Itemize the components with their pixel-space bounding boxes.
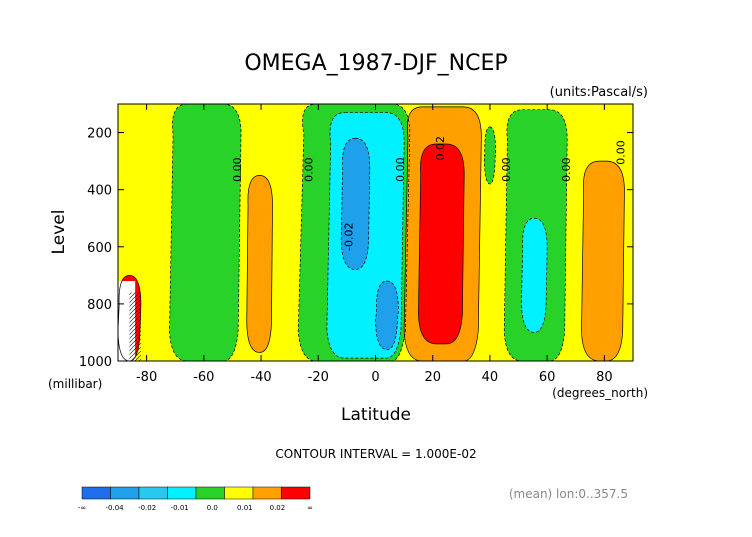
color-scale-bar: -∞ -0.04 -0.02 -0.01 0.0 0.01 0.02 ∞ [78, 486, 313, 512]
x-tick-label: 40 [482, 370, 499, 385]
y-axis: 200 400 600 800 1000 [79, 127, 633, 370]
color-scale-swatch [195, 486, 225, 500]
units-label: (units:Pascal/s) [550, 85, 648, 100]
region-8 [246, 175, 273, 353]
contour-label-3: 0.02 [434, 136, 447, 161]
region-7 [418, 143, 465, 344]
contour-label-1: 0.00 [303, 157, 316, 182]
region-11 [521, 218, 548, 333]
color-scale-label: 0.01 [237, 504, 253, 512]
y-tick-label: 1000 [79, 355, 112, 370]
y-tick-label: 200 [87, 127, 112, 142]
hatched-area [129, 292, 141, 361]
contour-interval-text: CONTOUR INTERVAL = 1.000E-02 [275, 447, 476, 461]
contour-label-6: 0.00 [560, 157, 573, 182]
region-9 [484, 126, 496, 184]
color-scale-swatch [224, 486, 254, 500]
y-tick-label: 600 [87, 241, 112, 256]
y-tick-label: 800 [87, 298, 112, 313]
x-tick-label: -60 [193, 370, 214, 385]
color-scale-swatch [138, 486, 168, 500]
contour-line-13 [118, 274, 142, 361]
y-axis-title: Level [49, 210, 69, 255]
contour-label-2: 0.00 [394, 157, 407, 182]
color-scale-label: -0.01 [171, 504, 189, 512]
x-tick-label: 80 [596, 370, 613, 385]
x-tick-label: -40 [250, 370, 271, 385]
region-5 [375, 281, 399, 350]
color-scale-label: -0.04 [106, 504, 125, 512]
x-units-label: (degrees_north) [552, 386, 648, 400]
x-axis: -80 -60 -40 -20 0 20 40 60 80 [136, 104, 613, 385]
color-scale-label: 0.02 [270, 504, 286, 512]
contour-line-6 [403, 106, 482, 361]
color-scale-label: 0.0 [207, 504, 218, 512]
contour-label-7: 0.00 [614, 140, 627, 165]
color-scale-swatch [110, 486, 140, 500]
contour-line-10 [503, 109, 568, 361]
contour-label-0: 0.00 [231, 157, 244, 182]
mean-note: (mean) lon:0..357.5 [509, 487, 628, 501]
contour-label-5: 0.00 [500, 157, 513, 182]
color-scale-swatch [252, 486, 282, 500]
x-tick-label: 60 [539, 370, 556, 385]
contour-fields [118, 104, 633, 361]
y-units-label: (millibar) [48, 377, 102, 391]
color-scale-label: -0.02 [138, 504, 156, 512]
x-tick-label: 20 [424, 370, 441, 385]
chart-title: OMEGA_1987-DJF_NCEP [244, 51, 507, 76]
contour-line-7 [418, 143, 465, 345]
region-12 [581, 161, 625, 361]
x-tick-label: 0 [371, 370, 379, 385]
contour-line-12 [581, 160, 625, 361]
x-tick-label: -20 [308, 370, 329, 385]
contour-label-4: -0.02 [343, 223, 356, 251]
color-scale-label: -∞ [78, 504, 86, 512]
color-scale-label: ∞ [307, 504, 313, 512]
contour-line-8 [246, 175, 273, 353]
contour-labels: 0.00 0.00 0.00 0.02 -0.02 0.00 0.00 0.00 [231, 136, 627, 251]
color-scale-swatch [81, 486, 111, 500]
x-axis-title: Latitude [341, 405, 411, 425]
y-tick-label: 400 [87, 184, 112, 199]
x-tick-label: -80 [136, 370, 157, 385]
contour-line-11 [521, 217, 548, 333]
contour-lines [118, 104, 625, 361]
contour-line-9 [483, 126, 497, 185]
region-1 [169, 104, 242, 361]
contour-line-5 [375, 280, 399, 350]
color-scale-swatch [167, 486, 197, 500]
contour-line-3 [326, 112, 405, 359]
region-4 [341, 138, 370, 270]
color-scale-swatch [281, 486, 311, 500]
